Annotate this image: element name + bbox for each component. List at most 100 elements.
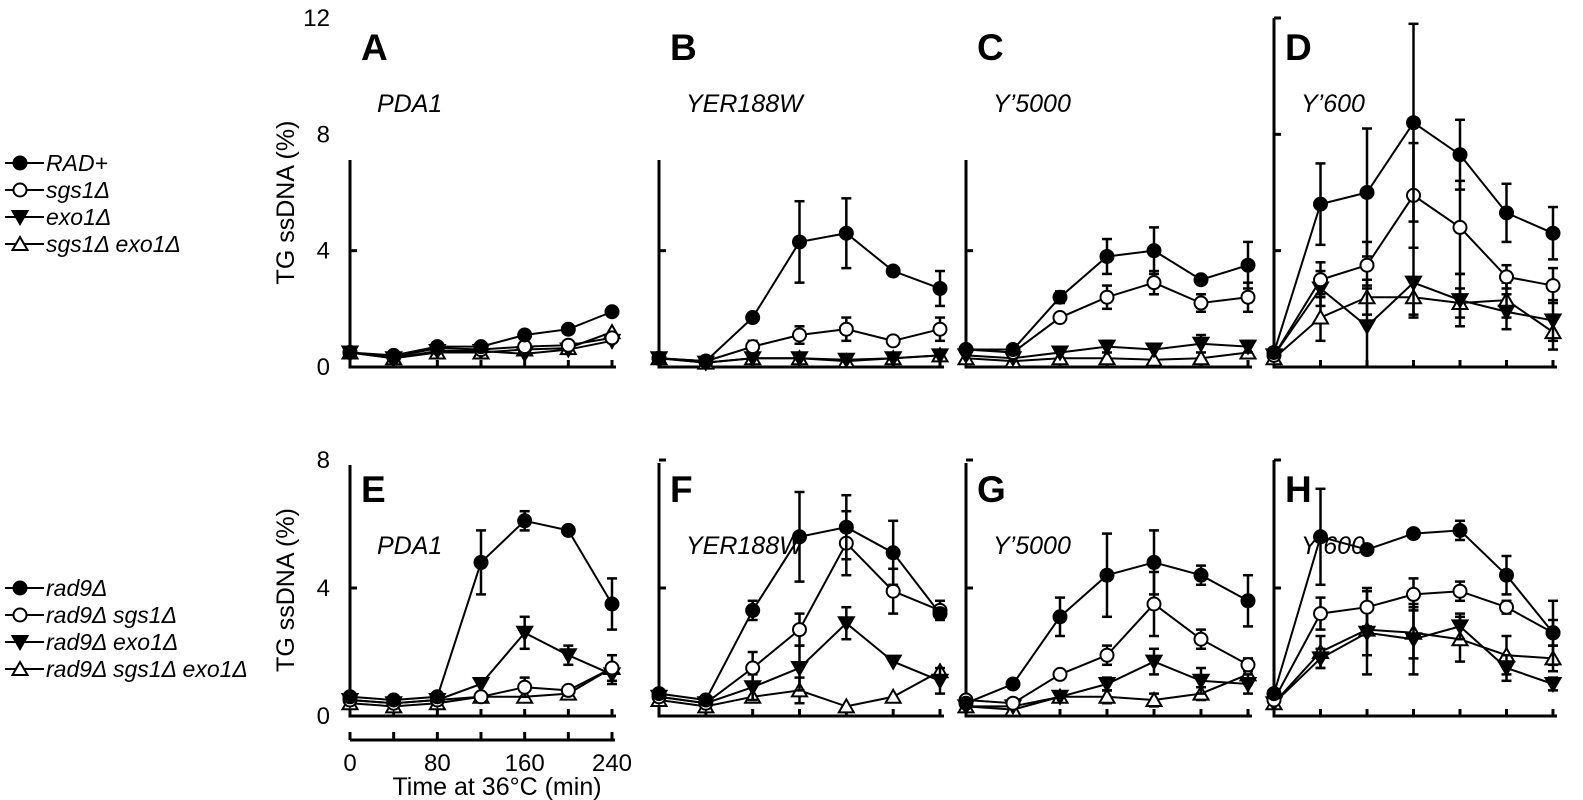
data-point-B-0-1: [698, 353, 714, 369]
data-point-H-2-5: [1497, 661, 1516, 678]
panel-F: F YER188W: [649, 458, 950, 718]
data-point-C-1-3: [1099, 289, 1115, 305]
data-point-G-0-3: [1099, 567, 1115, 583]
data-point-A-0-3: [473, 339, 489, 355]
data-point-G-0-0: [958, 695, 974, 711]
data-point-D-1-1: [1313, 272, 1328, 288]
data-point-B-0-3: [792, 234, 807, 250]
panel-letter-C: C: [977, 27, 1004, 68]
panel-letter-G: G: [977, 469, 1006, 510]
data-point-B-2-3: [790, 351, 809, 368]
data-point-C-0-0: [958, 342, 974, 358]
data-point-D-0-5: [1499, 205, 1514, 221]
panel-title-A: PDA1: [377, 90, 442, 118]
y-tick-label-top-2: 8: [317, 121, 330, 148]
panel-title-G: Y’5000: [993, 532, 1071, 560]
y-tick-label-bottom-1: 4: [317, 575, 330, 602]
data-point-H-0-1: [1313, 529, 1328, 545]
data-point-E-0-2: [429, 689, 445, 705]
data-point-D-0-2: [1359, 185, 1375, 200]
y-tick-label-bottom-0: 0: [317, 703, 330, 730]
data-point-B-0-4: [838, 225, 854, 241]
data-point-D-0-0: [1266, 344, 1282, 360]
data-point-A-0-2: [429, 339, 445, 355]
data-point-D-1-2: [1359, 257, 1375, 273]
data-point-E-0-6: [604, 596, 620, 612]
data-point-A-0-5: [560, 321, 576, 337]
data-point-H-1-3: [1406, 586, 1421, 602]
data-point-D-3-1: [1311, 308, 1330, 325]
x-tick-label-0: 0: [343, 750, 356, 777]
data-point-G-1-5: [1193, 631, 1209, 647]
data-point-G-2-6: [1238, 677, 1258, 694]
data-point-C-3-4: [1144, 350, 1164, 367]
data-point-B-2-4: [837, 352, 856, 369]
legend-marker-0-0: [12, 155, 28, 171]
legend-marker-0-1: [12, 182, 28, 198]
data-point-H-1-5: [1499, 599, 1514, 615]
data-point-F-1-5: [885, 583, 901, 599]
data-point-C-0-3: [1099, 248, 1115, 264]
data-point-C-0-6: [1240, 257, 1256, 273]
legend-label-0-0: RAD+: [46, 150, 108, 176]
panel-E: E PDA1: [340, 465, 622, 718]
data-point-B-2-5: [883, 351, 903, 368]
data-point-C-1-4: [1146, 275, 1162, 291]
data-point-D-2-4: [1450, 293, 1470, 310]
x-tick-label-2: 160: [505, 750, 545, 777]
data-point-C-1-5: [1193, 295, 1209, 311]
data-point-H-1-1: [1313, 606, 1328, 622]
data-point-F-0-1: [698, 692, 714, 708]
x-tick-label-3: 240: [592, 750, 632, 777]
data-point-C-0-4: [1146, 243, 1162, 259]
panel-D: D Y’600: [1264, 16, 1563, 369]
panel-title-E: PDA1: [377, 532, 442, 560]
data-point-A-1-6: [604, 330, 620, 346]
panel-H: HY’600: [1264, 458, 1563, 718]
data-point-E-1-5: [560, 682, 576, 698]
y-tick-label-top-1: 4: [317, 238, 330, 265]
data-point-D-0-6: [1545, 225, 1561, 241]
data-point-A-0-6: [604, 304, 620, 320]
data-point-F-2-6: [930, 673, 950, 690]
data-point-B-1-4: [838, 321, 854, 337]
data-point-B-2-6: [930, 348, 950, 365]
data-point-D-2-3: [1404, 275, 1423, 292]
data-point-G-3-4: [1144, 690, 1164, 707]
data-point-B-0-5: [885, 263, 901, 279]
data-point-H-2-4: [1450, 619, 1470, 636]
legend-marker-1-3: [10, 659, 30, 676]
data-point-E-0-5: [560, 522, 576, 538]
data-point-D-0-4: [1452, 147, 1468, 163]
data-point-G-1-6: [1240, 657, 1256, 673]
data-point-F-2-3: [790, 661, 809, 678]
data-point-G-2-3: [1097, 677, 1117, 694]
data-point-E-1-3: [473, 689, 489, 705]
data-point-F-3-5: [883, 687, 903, 704]
data-point-G-1-2: [1052, 666, 1068, 682]
data-point-C-0-2: [1052, 289, 1068, 305]
panel-title-B: YER188W: [686, 90, 805, 118]
data-point-G-3-3: [1097, 687, 1117, 704]
panel-letter-D: D: [1285, 27, 1312, 68]
y-tick-label-top-3: 12: [303, 5, 330, 32]
data-point-E-1-6: [604, 660, 620, 676]
data-point-G-0-2: [1052, 609, 1068, 625]
data-point-H-0-2: [1359, 542, 1375, 558]
data-point-G-2-2: [1050, 689, 1070, 706]
data-point-D-2-6: [1543, 313, 1563, 330]
data-point-E-0-3: [473, 554, 489, 570]
data-point-C-3-5: [1191, 349, 1211, 366]
y-axis-title-top: TG ssDNA (%): [272, 121, 300, 285]
data-point-G-1-4: [1146, 596, 1162, 612]
legend-label-0-3: sgs1Δ exo1Δ: [46, 231, 181, 257]
data-point-E-0-1: [386, 692, 402, 708]
panel-title-C: Y’5000: [993, 90, 1071, 118]
data-point-F-0-6: [932, 606, 948, 622]
data-point-B-1-2: [745, 339, 761, 355]
data-point-H-0-4: [1452, 522, 1468, 538]
data-point-A-0-0: [342, 344, 358, 360]
